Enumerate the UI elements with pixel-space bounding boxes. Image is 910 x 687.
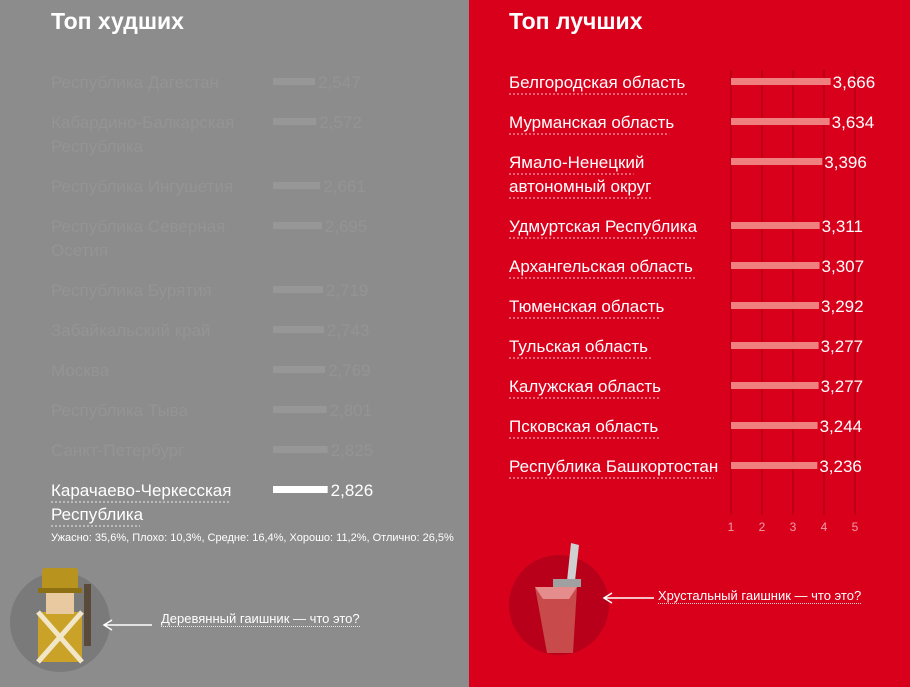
category-label: Тульская область — [509, 337, 648, 356]
bar — [273, 222, 322, 229]
x-tick-label: 5 — [852, 520, 859, 534]
category-label: Осетия — [51, 241, 108, 260]
category-label: Республика Башкортостан — [509, 457, 718, 476]
worst-chart: Республика Дагестан 2,547 Кабардино-Балкар… — [10, 73, 374, 672]
x-tick-label: 2 — [759, 520, 766, 534]
bar — [731, 342, 819, 349]
category-label: Калужская область — [509, 377, 661, 396]
value-label: 2,661 — [323, 177, 366, 196]
bar — [273, 446, 328, 453]
value-label: 2,719 — [326, 281, 369, 300]
worst-title: Топ худших — [51, 8, 184, 34]
category-label: автономный округ — [509, 177, 651, 196]
rating-summary: Ужасно: 35,6%, Плохо: 10,3%, Средне: 16,… — [51, 532, 454, 544]
bar — [273, 182, 321, 189]
category-label: Республика Дагестан — [51, 73, 219, 92]
arrow-icon — [602, 592, 654, 604]
bar — [273, 366, 326, 373]
worst-panel: Топ худших Ужасно: 35,6%, Плохо: 10,3%, … — [0, 0, 469, 687]
bar — [731, 158, 823, 165]
value-label: 3,311 — [822, 217, 863, 236]
value-label: 2,743 — [327, 321, 370, 340]
value-label: 2,547 — [318, 73, 361, 92]
x-tick-label: 4 — [821, 520, 828, 534]
value-label: 2,695 — [325, 217, 368, 236]
category-label: Республика Северная — [51, 217, 225, 236]
value-label: 2,572 — [319, 113, 362, 132]
bar — [731, 118, 830, 125]
arrow-icon — [102, 619, 152, 631]
category-label: Архангельская область — [509, 257, 693, 276]
best-panel: Топ лучших 1 2 3 4 5 Белгородская область 3,66… — [469, 0, 910, 687]
value-label: 3,277 — [821, 337, 864, 356]
value-label: 3,236 — [819, 457, 862, 476]
bar — [731, 222, 820, 229]
value-label: 2,801 — [330, 401, 373, 420]
value-label: 2,826 — [331, 481, 374, 500]
category-label: Республика Ингушетия — [51, 177, 233, 196]
value-label: 3,634 — [832, 113, 875, 132]
wooden-officer-link[interactable]: Деревянный гаишник — что это? — [161, 611, 360, 627]
value-label: 3,277 — [821, 377, 864, 396]
bar — [731, 382, 819, 389]
category-label: Республика — [51, 505, 144, 524]
wooden-traffic-officer-icon[interactable] — [10, 568, 110, 672]
category-label: Республика Бурятия — [51, 281, 212, 300]
category-label: Удмуртская Республика — [509, 217, 698, 236]
category-label: Белгородская область — [509, 73, 685, 92]
best-chart: 1 2 3 4 5 Белгородская область 3,666 Мурманская… — [509, 70, 876, 655]
category-label: Санкт-Петербург — [51, 441, 184, 460]
best-title: Топ лучших — [509, 8, 643, 34]
bar — [731, 78, 831, 85]
category-label: Кабардино-Балкарская — [51, 113, 234, 132]
value-label: 3,666 — [833, 73, 876, 92]
bar — [731, 302, 820, 309]
bar — [273, 286, 323, 293]
crystal-officer-link[interactable]: Хрустальный гаишник — что это? — [658, 588, 862, 604]
bar — [731, 462, 818, 469]
bar — [273, 486, 328, 493]
x-tick-label: 3 — [790, 520, 797, 534]
category-label: Республика Тыва — [51, 401, 189, 420]
value-label: 2,825 — [331, 441, 374, 460]
category-label: Москва — [51, 361, 110, 380]
bar — [273, 118, 317, 125]
category-label: Тюменская область — [509, 297, 665, 316]
value-label: 3,244 — [820, 417, 863, 436]
category-label: Республика — [51, 137, 144, 156]
crystal-traffic-officer-icon[interactable] — [509, 543, 609, 655]
value-label: 2,769 — [328, 361, 371, 380]
category-label: Псковская область — [509, 417, 658, 436]
bar — [273, 326, 324, 333]
category-label: Карачаево-Черкесская — [51, 481, 231, 500]
bar — [273, 78, 316, 85]
category-label: Забайкальский край — [51, 321, 211, 340]
bar — [273, 406, 327, 413]
value-label: 3,396 — [824, 153, 867, 172]
category-label: Ямало-Ненецкий — [509, 153, 644, 172]
bar — [731, 422, 818, 429]
category-label: Мурманская область — [509, 113, 674, 132]
bar — [731, 262, 820, 269]
value-label: 3,307 — [822, 257, 865, 276]
x-tick-label: 1 — [728, 520, 735, 534]
value-label: 3,292 — [821, 297, 864, 316]
